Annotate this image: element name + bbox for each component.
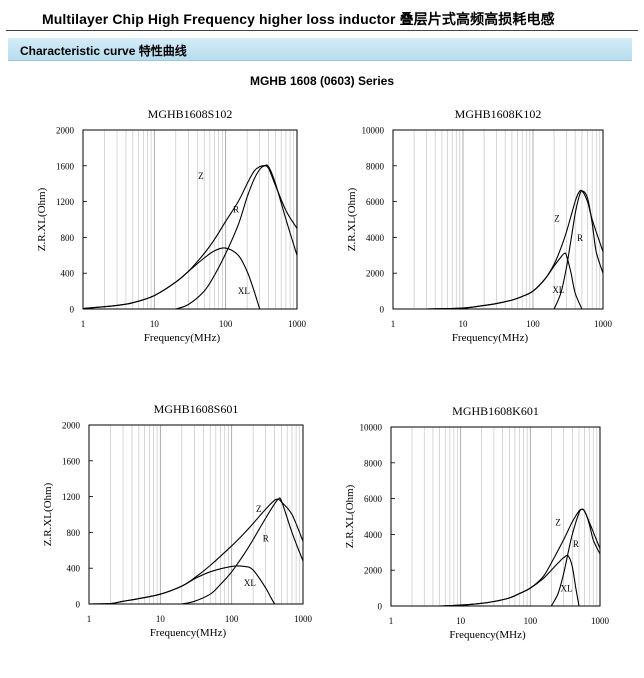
- x-tick-label: 1: [81, 319, 86, 329]
- series-label-z: Z: [554, 213, 560, 223]
- y-tick-label: 400: [61, 269, 75, 279]
- x-axis-label: Frequency(MHz): [452, 332, 529, 344]
- y-tick-label: 400: [67, 564, 81, 574]
- y-tick-label: 2000: [62, 421, 81, 431]
- y-tick-label: 1600: [56, 161, 75, 171]
- y-tick-label: 10000: [360, 423, 383, 433]
- y-tick-label: 6000: [366, 197, 385, 207]
- x-tick-label: 100: [225, 614, 239, 624]
- series-label-xl: XL: [238, 286, 250, 296]
- y-axis-label: Z.R.XL(Ohm): [344, 484, 356, 548]
- x-axis-label: Frequency(MHz): [144, 332, 221, 344]
- y-tick-label: 10000: [362, 126, 385, 136]
- chart-title: MGHB1608S601: [154, 402, 239, 416]
- x-tick-label: 1: [389, 616, 394, 626]
- x-axis-label: Frequency(MHz): [449, 629, 526, 641]
- x-tick-label: 10: [459, 319, 469, 329]
- series-line-r: [175, 164, 298, 310]
- x-axis-label: Frequency(MHz): [150, 627, 227, 639]
- plot-frame: [88, 424, 304, 605]
- series-line-xl: [439, 554, 580, 607]
- series-label-xl: XL: [560, 584, 572, 594]
- y-tick-label: 2000: [366, 269, 385, 279]
- series-title: MGHB 1608 (0603) Series: [249, 74, 395, 88]
- y-tick-label: 4000: [364, 530, 383, 540]
- x-tick-label: 100: [524, 616, 538, 626]
- y-tick-label: 2000: [56, 126, 75, 136]
- y-tick-label: 1200: [62, 492, 81, 502]
- series-label-r: R: [263, 533, 269, 543]
- series-line-r: [550, 508, 601, 607]
- series-label-r: R: [233, 204, 239, 214]
- section-bar: Characteristic curve 特性曲线: [8, 38, 632, 61]
- y-axis-label: Z.R.XL(Ohm): [42, 482, 54, 546]
- x-tick-label: 1000: [591, 616, 610, 626]
- x-tick-label: 100: [526, 319, 540, 329]
- y-tick-label: 2000: [364, 566, 383, 576]
- y-tick-label: 0: [380, 305, 385, 315]
- x-tick-label: 10: [156, 614, 166, 624]
- chart-title: MGHB1608K102: [455, 107, 542, 121]
- x-tick-label: 1: [391, 319, 396, 329]
- y-tick-label: 800: [67, 528, 81, 538]
- series-label-r: R: [577, 233, 583, 243]
- y-tick-label: 6000: [364, 494, 383, 504]
- y-tick-label: 1600: [62, 456, 81, 466]
- series-line-xl: [426, 252, 583, 310]
- x-tick-label: 100: [219, 319, 233, 329]
- series-line-xl: [88, 565, 276, 605]
- series-line-xl: [82, 247, 261, 310]
- y-axis-label: Z.R.XL(Ohm): [36, 187, 48, 251]
- series-label-xl: XL: [552, 285, 564, 295]
- series-label-z: Z: [555, 517, 561, 527]
- x-tick-label: 1000: [288, 319, 307, 329]
- x-tick-label: 1000: [294, 614, 313, 624]
- y-tick-label: 4000: [366, 233, 385, 243]
- series-line-r: [553, 190, 604, 310]
- section-label: Characteristic curve 特性曲线: [20, 44, 187, 58]
- y-tick-label: 8000: [366, 161, 385, 171]
- y-tick-label: 800: [61, 233, 75, 243]
- y-axis-label: Z.R.XL(Ohm): [346, 187, 358, 251]
- plot-frame: [392, 129, 604, 310]
- chart-title: MGHB1608S102: [148, 107, 233, 121]
- series-label-xl: XL: [244, 578, 256, 588]
- y-tick-label: 0: [70, 305, 75, 315]
- y-tick-label: 0: [378, 602, 383, 612]
- page-title: Multilayer Chip High Frequency higher lo…: [42, 11, 555, 27]
- series-label-r: R: [573, 539, 579, 549]
- title-divider: [6, 30, 638, 31]
- y-tick-label: 8000: [364, 458, 383, 468]
- plot-frame: [82, 129, 298, 310]
- series-line-r: [181, 497, 304, 605]
- x-tick-label: 1000: [594, 319, 613, 329]
- series-label-z: Z: [256, 504, 262, 514]
- x-tick-label: 1: [87, 614, 92, 624]
- series-label-z: Z: [198, 171, 204, 181]
- x-tick-label: 10: [150, 319, 160, 329]
- y-tick-label: 0: [76, 600, 81, 610]
- y-tick-label: 1200: [56, 197, 75, 207]
- chart-title: MGHB1608K601: [452, 404, 539, 418]
- plot-frame: [390, 426, 601, 607]
- x-tick-label: 10: [456, 616, 466, 626]
